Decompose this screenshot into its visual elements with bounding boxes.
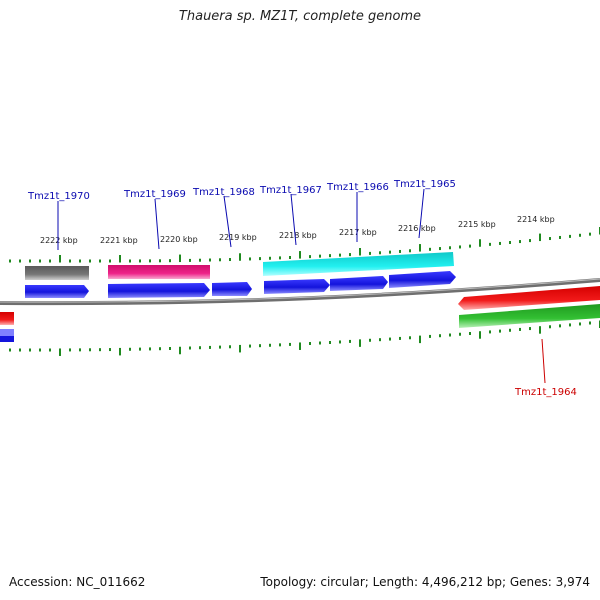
scale-label-2218: 2218 kbp <box>279 231 317 240</box>
gene-label-tmz1t-1965[interactable]: Tmz1t_1965 <box>393 179 456 190</box>
cds-arrow-tmz1t-1968[interactable] <box>212 282 252 296</box>
scale-labels: 2222 kbp 2221 kbp 2220 kbp 2219 kbp 2218… <box>40 215 555 245</box>
cds-arrow-tmz1t-1967[interactable] <box>264 279 330 294</box>
topology-text: Topology: circular; Length: 4,496,212 bp… <box>260 575 590 589</box>
scale-label-2215: 2215 kbp <box>458 220 496 229</box>
scale-label-2216: 2216 kbp <box>398 224 436 233</box>
scale-label-2214: 2214 kbp <box>517 215 555 224</box>
gene-label-tmz1t-1970[interactable]: Tmz1t_1970 <box>27 191 90 202</box>
feature-gray[interactable] <box>25 266 89 280</box>
scale-label-2220: 2220 kbp <box>160 235 198 244</box>
gene-label-tmz1t-1968[interactable]: Tmz1t_1968 <box>192 187 255 198</box>
feature-red-reverse[interactable] <box>458 286 600 310</box>
scale-label-2222: 2222 kbp <box>40 236 78 245</box>
cds-arrow-tmz1t-1965[interactable] <box>389 271 456 288</box>
gene-label-tmz1t-1966[interactable]: Tmz1t_1966 <box>326 182 389 193</box>
gene-label-leaders <box>57 188 546 384</box>
scale-label-2221: 2221 kbp <box>100 236 138 245</box>
cds-forward-track <box>25 271 456 298</box>
gene-label-tmz1t-1969[interactable]: Tmz1t_1969 <box>123 189 186 200</box>
feature-cyan[interactable] <box>263 252 454 276</box>
lower-tick-track <box>9 320 600 356</box>
scale-label-2219: 2219 kbp <box>219 233 257 242</box>
cds-arrow-tmz1t-1970[interactable] <box>25 285 89 298</box>
feature-pink[interactable] <box>108 265 210 279</box>
feature-left-edge <box>0 312 14 342</box>
gene-labels: Tmz1t_1970 Tmz1t_1969 Tmz1t_1968 Tmz1t_1… <box>27 179 577 398</box>
gene-label-tmz1t-1964[interactable]: Tmz1t_1964 <box>514 387 577 398</box>
cds-arrow-tmz1t-1969[interactable] <box>108 283 210 298</box>
scale-label-2217: 2217 kbp <box>339 228 377 237</box>
gene-label-tmz1t-1967[interactable]: Tmz1t_1967 <box>259 185 322 196</box>
cds-arrow-tmz1t-1966[interactable] <box>330 276 388 291</box>
genome-backbone <box>0 278 600 306</box>
feature-green-reverse[interactable] <box>459 304 600 328</box>
accession-text: Accession: NC_011662 <box>9 575 146 589</box>
upper-tick-track <box>9 227 600 263</box>
map-title: Thauera sp. MZ1T, complete genome <box>178 9 422 24</box>
